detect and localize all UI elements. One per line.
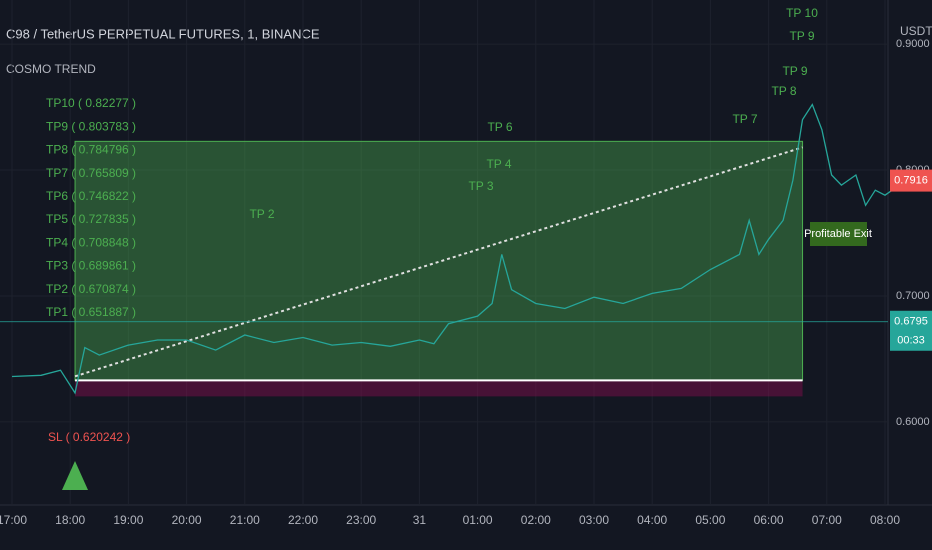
tp-hit: TP 6 [487, 120, 512, 134]
y-tick-label: 0.9000 [896, 38, 930, 50]
buy-arrow [62, 461, 88, 490]
x-tick-label: 23:00 [346, 513, 376, 527]
tp-hit: TP 9 [789, 29, 814, 43]
tp-level: TP3 ( 0.689861 ) [46, 259, 136, 273]
x-tick-label: 18:00 [55, 513, 85, 527]
price-marker-label: 0.6795 [894, 316, 928, 328]
price-marker-label: 0.7916 [894, 174, 928, 186]
x-tick-label: 04:00 [637, 513, 667, 527]
sl-level: SL ( 0.620242 ) [48, 430, 130, 444]
stop-zone [75, 380, 803, 397]
tp-level: TP4 ( 0.708848 ) [46, 235, 136, 249]
x-tick-label: 31 [413, 513, 427, 527]
x-tick-label: 01:00 [463, 513, 493, 527]
exit-label-box [810, 222, 867, 246]
x-tick-label: 20:00 [172, 513, 202, 527]
trend-line [74, 146, 803, 378]
x-tick-label: 06:00 [754, 513, 784, 527]
tp-hit: TP 4 [486, 157, 511, 171]
tp-hit: TP 10 [786, 6, 818, 20]
tp-level: TP2 ( 0.670874 ) [46, 282, 136, 296]
tp-level: TP1 ( 0.651887 ) [46, 305, 136, 319]
countdown: 00:33 [897, 335, 925, 347]
x-tick-label: 21:00 [230, 513, 260, 527]
tp-level: TP8 ( 0.784796 ) [46, 143, 136, 157]
price-marker [890, 169, 932, 192]
tp-level: TP10 ( 0.82277 ) [46, 96, 136, 110]
tp-hit: TP 2 [249, 207, 274, 221]
tp-level: TP5 ( 0.727835 ) [46, 212, 136, 226]
x-tick-label: 19:00 [113, 513, 143, 527]
y-tick-label: 0.6000 [896, 416, 930, 428]
currency-label: USDT [900, 24, 932, 38]
tp-hit: TP 3 [468, 179, 493, 193]
price-marker [890, 310, 932, 351]
x-tick-label: 07:00 [812, 513, 842, 527]
x-tick-label: 03:00 [579, 513, 609, 527]
tp-hit: TP 7 [732, 112, 757, 126]
symbol-title: C98 / TetherUS PERPETUAL FUTURES, 1, BIN… [6, 26, 320, 41]
tp-level: TP7 ( 0.765809 ) [46, 166, 136, 180]
x-tick-label: 17:00 [0, 513, 27, 527]
tp-level: TP9 ( 0.803783 ) [46, 119, 136, 133]
exit-label: Profitable Exit [804, 228, 872, 240]
y-tick-label: 0.7000 [896, 290, 930, 302]
tp-hit: TP 8 [771, 84, 796, 98]
x-tick-label: 22:00 [288, 513, 318, 527]
indicator-name: COSMO TREND [6, 62, 96, 76]
tp-level: TP6 ( 0.746822 ) [46, 189, 136, 203]
x-tick-label: 05:00 [695, 513, 725, 527]
x-tick-label: 02:00 [521, 513, 551, 527]
x-tick-label: 08:00 [870, 513, 900, 527]
target-zone [74, 140, 804, 381]
tp-hit: TP 9 [782, 64, 807, 78]
price-line [11, 103, 900, 395]
